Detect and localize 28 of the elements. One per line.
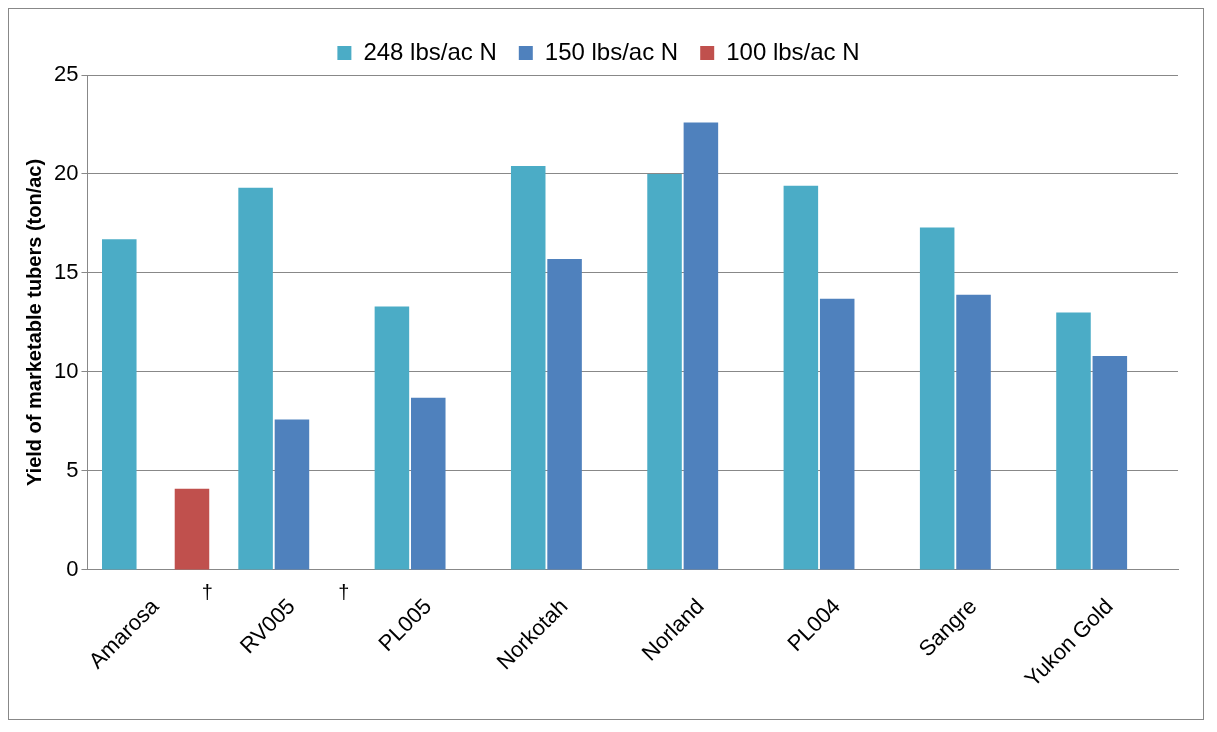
bar — [102, 239, 137, 570]
y-tick-label: 15 — [53, 259, 79, 285]
bar — [510, 166, 546, 570]
legend-label: 100 lbs/ac N — [726, 37, 860, 65]
bar — [374, 306, 410, 570]
legend-label: 150 lbs/ac N — [544, 37, 679, 65]
text: † — [338, 581, 350, 604]
bar — [410, 397, 446, 570]
y-tick-label: 10 — [53, 358, 79, 383]
bar — [783, 185, 819, 570]
bar — [819, 298, 855, 570]
y-axis-title: Yield of marketable tubers (ton/ac) — [22, 158, 45, 486]
y-tick-label: 5 — [66, 456, 79, 482]
bar — [956, 294, 991, 570]
y-tick-label: 25 — [53, 61, 79, 87]
bar — [1056, 312, 1091, 570]
bar — [238, 187, 273, 570]
bar — [647, 173, 682, 570]
bar — [547, 259, 582, 570]
legend-label: 248 lbs/ac N — [363, 37, 497, 65]
bar — [683, 122, 719, 570]
text: † — [201, 581, 213, 604]
bar — [274, 419, 310, 570]
bar — [174, 488, 210, 570]
bar — [919, 227, 955, 570]
y-tick-label: 20 — [53, 160, 79, 186]
bar — [1092, 356, 1128, 570]
y-tick-label: 0 — [66, 555, 79, 581]
